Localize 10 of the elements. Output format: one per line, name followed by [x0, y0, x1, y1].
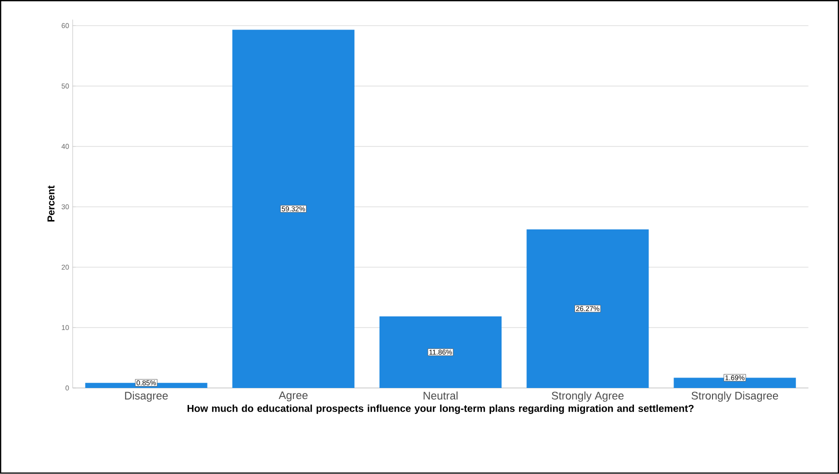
x-axis-title: How much do educational prospects influence your long-term plans regarding migration and settlement?	[188, 404, 694, 414]
y-axis-title: Percent	[48, 186, 55, 222]
bar	[232, 30, 354, 388]
bar	[379, 316, 502, 388]
x-tick-label: Agree	[278, 392, 308, 402]
x-tick-label: Disagree	[125, 392, 168, 402]
x-tick-label: Neutral	[424, 392, 458, 400]
x-tick-label: Strongly Disagree	[692, 392, 778, 402]
bar	[526, 230, 649, 388]
x-tick-label: Strongly Agree	[552, 392, 624, 402]
